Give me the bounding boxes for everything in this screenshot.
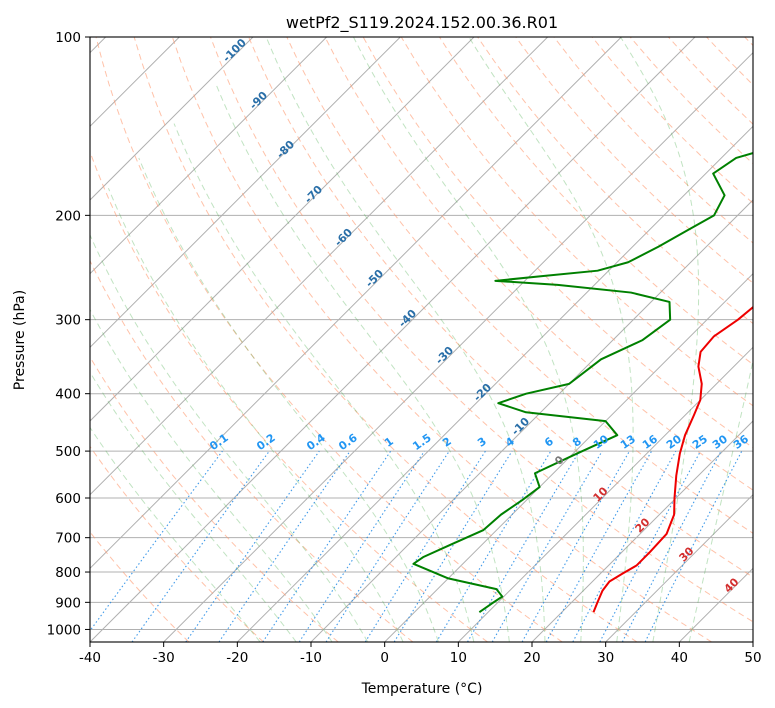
dry-adiabat-line (95, 37, 563, 642)
dry-adiabat-line (248, 37, 753, 578)
isotherm-line (163, 51, 753, 642)
mixing-ratio-line (90, 450, 223, 632)
dry-adiabat-line (171, 37, 712, 642)
moist-adiabat-line (138, 157, 439, 642)
moist-adiabat-line (90, 233, 369, 642)
dry-adiabat-line (133, 37, 638, 642)
dry-adiabat-line (210, 37, 753, 623)
plot-frame (89, 36, 754, 643)
y-tick-label: 900 (55, 595, 81, 611)
moist-adiabat-line (90, 426, 261, 642)
x-tick-label: 30 (597, 650, 614, 666)
x-tick-label: 0 (380, 650, 389, 666)
isotherm-line (384, 272, 753, 642)
isotherm-line (90, 37, 696, 642)
mixing-ratio-line (572, 450, 677, 642)
isotherm-line (531, 420, 753, 642)
moist-adiabat-line (688, 358, 753, 642)
mixing-ratio-line (262, 450, 392, 642)
mixing-ratio-line (393, 450, 513, 642)
chart-title: wetPf2_S119.2024.152.00.36.R01 (286, 13, 558, 33)
x-tick-label: 20 (523, 650, 540, 666)
moist-adiabat-line (265, 37, 546, 642)
y-tick-label: 300 (55, 313, 81, 329)
y-axis-label: Pressure (hPa) (12, 290, 28, 390)
mixing-ratio-line (521, 450, 630, 642)
y-tick-label: 800 (55, 565, 81, 581)
isotherm-line (90, 37, 401, 349)
dry-adiabat-line (90, 356, 339, 642)
dry-adiabat-line (90, 259, 414, 642)
moist-adiabat-line (215, 83, 510, 642)
temperature-profile-line (592, 305, 753, 613)
axes: -40 -30 -20 -10 0 10 20 30 40 50 100 200 300 400 500 60… (47, 30, 762, 666)
x-tick-label: -20 (226, 650, 248, 666)
dry-adiabat-line (515, 37, 753, 284)
x-tick-label: 40 (671, 650, 688, 666)
isotherm-line (236, 125, 753, 642)
mixing-ratio-line (644, 450, 743, 642)
y-tick-label: 500 (55, 444, 81, 460)
x-tick-label: -10 (300, 650, 322, 666)
dry-adiabat-line (324, 37, 753, 491)
mixing-ratio-line (218, 450, 351, 642)
reference-lines (90, 37, 753, 642)
y-tick-label: 200 (55, 208, 81, 224)
moist-adiabat-line (173, 123, 475, 642)
isotherm-line (90, 37, 549, 496)
isotherm-line (90, 37, 254, 201)
y-tick-label: 400 (55, 387, 81, 403)
moist-adiabat-line (90, 371, 297, 642)
y-tick-label: 100 (55, 30, 81, 46)
x-tick-label: 10 (450, 650, 467, 666)
isotherm-line (90, 37, 475, 422)
mixing-ratio-line (131, 450, 270, 642)
isotherm-line (457, 346, 753, 642)
isotherm-line (90, 37, 328, 275)
moist-adiabat-line (90, 308, 333, 642)
moist-adiabat-line (620, 37, 700, 642)
mixing-ratio-line (185, 450, 320, 642)
x-axis-label: Temperature (°C) (361, 681, 483, 697)
x-tick-label: -30 (153, 650, 175, 666)
y-tick-label: 1000 (47, 622, 81, 638)
x-tick-label: -40 (79, 650, 101, 666)
mixing-ratio-line (545, 450, 653, 642)
isotherm-line (90, 37, 622, 570)
x-tick-label: 50 (744, 650, 761, 666)
dewpoint-profile-line (412, 151, 753, 613)
data-series (412, 151, 753, 613)
dry-adiabat-line (286, 37, 753, 534)
y-tick-label: 600 (55, 491, 81, 507)
y-tick-label: 700 (55, 531, 81, 547)
isotherm-line (605, 493, 753, 642)
mixing-ratio-line (325, 450, 450, 642)
dry-adiabat-line (90, 445, 264, 642)
mixing-ratio-line (298, 450, 425, 642)
moist-adiabat-line (107, 188, 404, 642)
